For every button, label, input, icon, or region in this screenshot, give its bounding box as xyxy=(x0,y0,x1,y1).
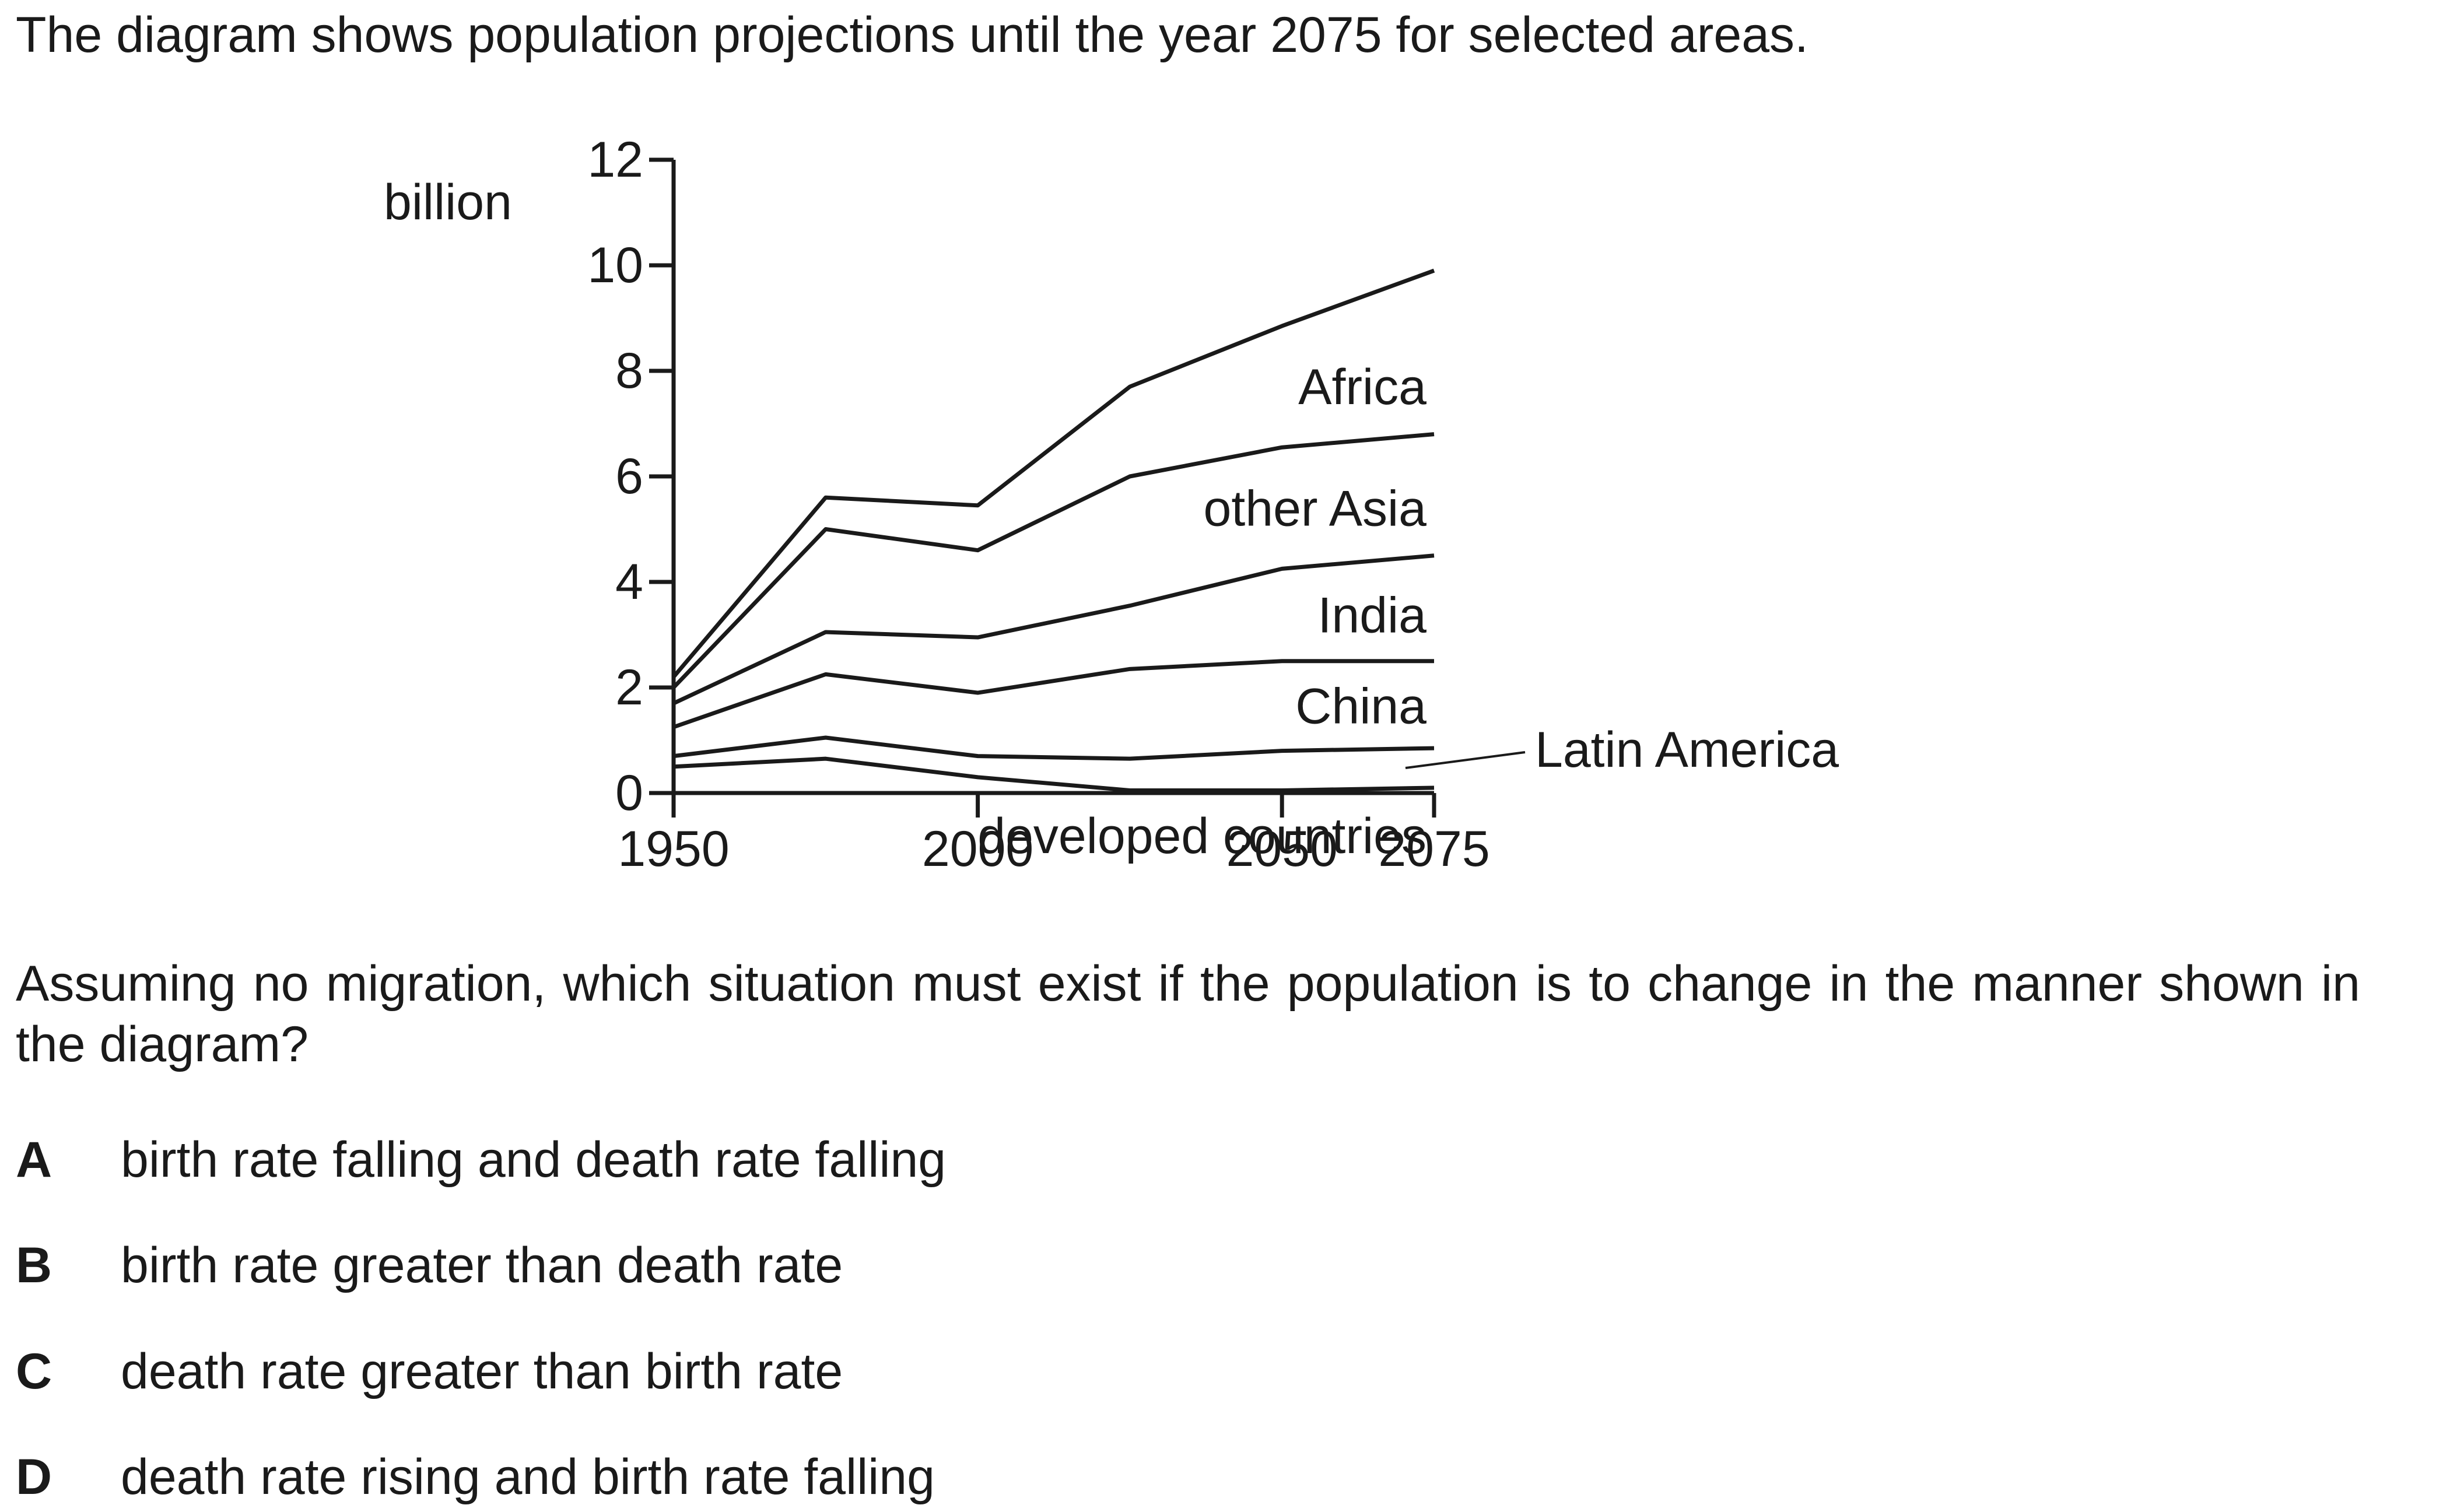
option-text: death rate greater than birth rate xyxy=(121,1343,843,1399)
option-letter: C xyxy=(16,1343,52,1399)
series-label: other Asia xyxy=(1204,480,1427,536)
series-line xyxy=(672,553,1435,706)
y-tick-label: 6 xyxy=(615,448,643,504)
option-text: death rate rising and birth rate falling xyxy=(121,1449,935,1505)
option-letter: B xyxy=(16,1237,52,1293)
question-text: Assuming no migration, which situation m… xyxy=(16,956,2360,1072)
option-text: birth rate greater than death rate xyxy=(121,1237,843,1293)
y-tick-label: 12 xyxy=(587,132,643,188)
option-letter: D xyxy=(16,1449,52,1505)
y-tick-label: 4 xyxy=(615,554,643,610)
series-lines xyxy=(672,268,1435,792)
series-label: Latin America xyxy=(1535,722,1839,778)
x-tick-label: 2000 xyxy=(922,821,1033,877)
series-label: developed countries xyxy=(977,808,1426,864)
series-line xyxy=(672,432,1435,689)
y-tick-label: 8 xyxy=(615,343,643,399)
option-letter: A xyxy=(16,1132,52,1188)
series-label: India xyxy=(1318,588,1427,644)
population-projection-chart: billion 0 2 4 6 8 10 12 1950 2000 2050 2075 develo… xyxy=(384,132,1839,877)
series-line xyxy=(672,659,1434,729)
y-axis-label: billion xyxy=(384,174,512,230)
leader-line xyxy=(1405,751,1526,769)
y-tick-label: 2 xyxy=(615,659,643,715)
y-tick-label: 10 xyxy=(587,237,643,293)
series-line xyxy=(672,268,1435,679)
series-line xyxy=(673,735,1435,761)
chart-axes: 0 2 4 6 8 10 12 1950 2000 2050 2075 xyxy=(587,132,1489,877)
series-label: China xyxy=(1295,679,1426,735)
series-label: Africa xyxy=(1298,359,1426,415)
series-line xyxy=(673,756,1435,792)
x-tick-label: 2050 xyxy=(1226,821,1338,877)
x-tick-label: 1950 xyxy=(618,821,729,877)
intro-text: The diagram shows population projections… xyxy=(16,7,1808,63)
y-tick-label: 0 xyxy=(615,765,643,821)
option-text: birth rate falling and death rate fallin… xyxy=(121,1132,947,1188)
x-tick-label: 2075 xyxy=(1378,821,1489,877)
series-labels: developed countries Latin America China Ind… xyxy=(977,359,1839,864)
